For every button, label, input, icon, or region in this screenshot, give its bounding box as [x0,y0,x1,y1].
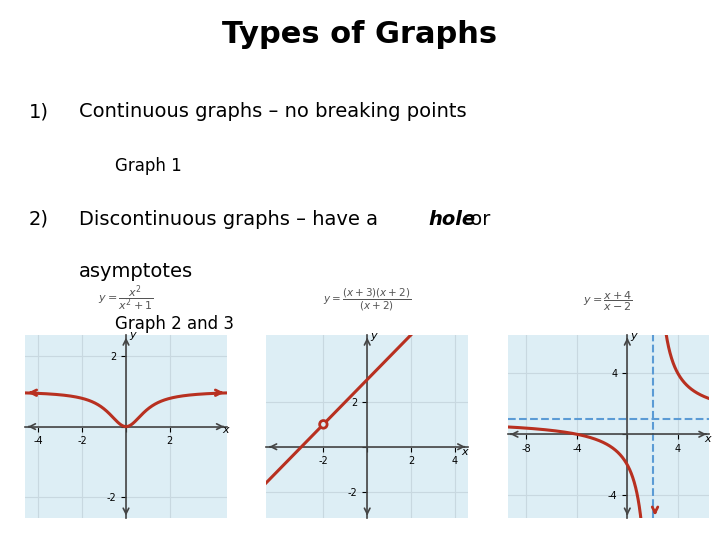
Text: $y$: $y$ [370,331,379,343]
Text: $x$: $x$ [222,425,231,435]
Text: $x$: $x$ [704,434,713,444]
Text: $y = \dfrac{x^2}{x^2 + 1}$: $y = \dfrac{x^2}{x^2 + 1}$ [98,283,154,313]
Text: asymptotes: asymptotes [79,262,194,281]
Text: or: or [464,210,491,229]
Text: 1): 1) [29,102,49,121]
Text: $y$: $y$ [129,330,138,342]
Text: $y$: $y$ [630,332,639,343]
Text: Types of Graphs: Types of Graphs [222,21,498,50]
Text: Continuous graphs – no breaking points: Continuous graphs – no breaking points [79,102,467,121]
Circle shape [320,421,327,428]
Text: $y = \dfrac{(x+3)(x+2)}{(x+2)}$: $y = \dfrac{(x+3)(x+2)}{(x+2)}$ [323,287,411,313]
Text: Graph 1: Graph 1 [115,158,182,176]
Text: Graph 2 and 3: Graph 2 and 3 [115,315,234,333]
Text: $y = \dfrac{x+4}{x-2}$: $y = \dfrac{x+4}{x-2}$ [583,289,634,313]
Text: $x$: $x$ [462,447,470,457]
Text: hole: hole [428,210,475,229]
Text: Discontinuous graphs – have a: Discontinuous graphs – have a [79,210,384,229]
Text: 2): 2) [29,210,49,229]
